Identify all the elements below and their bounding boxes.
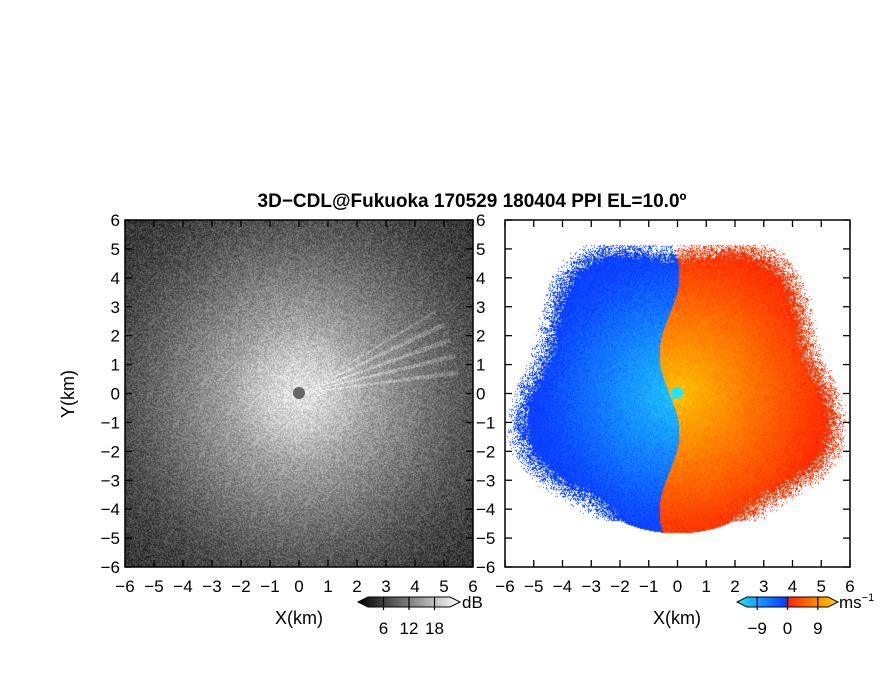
intensity-right-y-tick-label: −5 <box>476 529 495 548</box>
intensity-y-tick-label: −4 <box>101 500 120 519</box>
intensity-right-y-tick-label: 6 <box>476 211 485 230</box>
intensity-x-tick-label: 3 <box>381 577 390 596</box>
intensity-colorbar-tick-label: 12 <box>400 619 419 638</box>
intensity-axis-ticks <box>124 219 474 568</box>
intensity-y-tick-label: 3 <box>111 298 120 317</box>
velocity-x-tick-labels: −6 −5 −4 −3 −2 −1 0 1 2 3 4 5 6 <box>495 577 854 596</box>
velocity-x-tick-label: 3 <box>759 577 768 596</box>
intensity-right-y-tick-label: 4 <box>476 269 485 288</box>
intensity-y-tick-label: 0 <box>111 385 120 404</box>
intensity-colorbar-ticks: 6 12 18 <box>379 597 444 638</box>
velocity-x-tick-label: 5 <box>817 577 826 596</box>
velocity-x-tick-label: 4 <box>788 577 797 596</box>
velocity-colorbar-ticks: −9 0 9 <box>748 597 823 638</box>
velocity-colorbar-tick-label: −9 <box>748 619 767 638</box>
intensity-y-tick-label: −2 <box>101 442 120 461</box>
velocity-x-tick-label: −4 <box>553 577 572 596</box>
intensity-x-tick-label: 2 <box>352 577 361 596</box>
intensity-y-tick-label: −5 <box>101 529 120 548</box>
intensity-right-y-tick-label: −1 <box>476 413 495 432</box>
intensity-x-tick-label: 4 <box>410 577 419 596</box>
intensity-y-tick-label: −1 <box>101 413 120 432</box>
intensity-right-y-tick-label: 5 <box>476 240 485 259</box>
velocity-x-tick-label: −1 <box>639 577 658 596</box>
intensity-right-y-tick-labels: −6 −5 −4 −3 −2 −1 0 1 2 3 4 5 6 <box>476 211 495 577</box>
velocity-colorbar: −9 0 9 ms−1 <box>735 592 874 638</box>
intensity-right-y-tick-label: 3 <box>476 298 485 317</box>
velocity-colorbar-tick-label: 0 <box>783 619 792 638</box>
velocity-x-tick-label: 0 <box>673 577 682 596</box>
intensity-y-axis-label: Y(km) <box>58 370 78 418</box>
intensity-colorbar-unit: dB <box>462 593 483 612</box>
velocity-panel: −6 −5 −4 −3 −2 −1 0 1 2 3 4 5 6 X(km) <box>495 219 855 628</box>
intensity-y-tick-label: 5 <box>111 240 120 259</box>
velocity-radar-center <box>671 387 683 399</box>
intensity-x-tick-labels: −6 −5 −4 −3 −2 −1 0 1 2 3 4 5 6 <box>115 577 477 596</box>
intensity-right-y-tick-label: −6 <box>476 558 495 577</box>
velocity-x-axis-label: X(km) <box>653 608 701 628</box>
intensity-x-tick-label: −2 <box>231 577 250 596</box>
intensity-x-tick-label: −3 <box>202 577 221 596</box>
velocity-x-tick-label: 6 <box>845 577 854 596</box>
intensity-x-tick-label: 6 <box>468 577 477 596</box>
intensity-right-y-tick-label: −3 <box>476 471 495 490</box>
intensity-y-tick-label: 6 <box>111 211 120 230</box>
intensity-colorbar-tick-label: 6 <box>379 619 388 638</box>
intensity-y-tick-labels: −6 −5 −4 −3 −2 −1 0 1 2 3 4 5 6 <box>101 211 120 577</box>
intensity-y-tick-label: −6 <box>101 558 120 577</box>
intensity-x-tick-label: 0 <box>294 577 303 596</box>
intensity-x-tick-label: −1 <box>260 577 279 596</box>
intensity-right-y-tick-label: 2 <box>476 327 485 346</box>
figure-title: 3D−CDL@Fukuoka 170529 180404 PPI EL=10.0… <box>258 191 687 212</box>
velocity-x-tick-label: −2 <box>610 577 629 596</box>
velocity-x-tick-label: −5 <box>524 577 543 596</box>
intensity-colorbar: 6 12 18 dB <box>356 593 483 638</box>
velocity-colorbar-tick-label: 9 <box>813 619 822 638</box>
intensity-y-tick-label: 1 <box>111 356 120 375</box>
velocity-x-tick-label: 2 <box>730 577 739 596</box>
velocity-colorbar-unit-base: ms <box>839 593 862 612</box>
velocity-x-tick-label: −6 <box>495 577 514 596</box>
velocity-axis-ticks <box>504 219 851 568</box>
intensity-x-tick-label: 1 <box>323 577 332 596</box>
intensity-right-y-tick-label: −4 <box>476 500 495 519</box>
intensity-right-y-tick-label: 0 <box>476 385 485 404</box>
intensity-x-tick-label: −5 <box>144 577 163 596</box>
velocity-colorbar-unit: ms−1 <box>839 592 874 612</box>
intensity-y-tick-label: 2 <box>111 327 120 346</box>
intensity-right-y-tick-label: −2 <box>476 442 495 461</box>
velocity-colorbar-unit-exponent: −1 <box>862 592 875 604</box>
intensity-radar-center <box>293 387 305 399</box>
intensity-x-tick-label: −4 <box>173 577 192 596</box>
intensity-x-axis-label: X(km) <box>275 608 323 628</box>
intensity-y-tick-label: 4 <box>111 269 120 288</box>
velocity-x-tick-label: 1 <box>702 577 711 596</box>
intensity-x-tick-label: 5 <box>439 577 448 596</box>
intensity-colorbar-tick-label: 18 <box>425 619 444 638</box>
velocity-x-tick-label: −3 <box>582 577 601 596</box>
intensity-x-tick-label: −6 <box>115 577 134 596</box>
intensity-y-tick-label: −3 <box>101 471 120 490</box>
intensity-right-y-tick-label: 1 <box>476 356 485 375</box>
intensity-panel: −6 −5 −4 −3 −2 −1 0 1 2 3 4 5 6 −6−5−4−3−2−10123456 … <box>58 211 495 628</box>
